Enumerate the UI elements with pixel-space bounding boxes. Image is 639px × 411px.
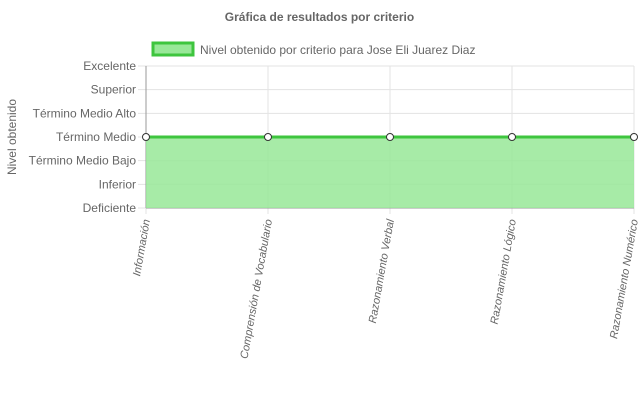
x-tick-label: Razonamiento Verbal	[367, 218, 397, 324]
x-tick-label: Información	[131, 218, 153, 277]
legend-label[interactable]: Nivel obtenido por criterio para Jose El…	[200, 43, 475, 57]
data-point[interactable]	[142, 133, 150, 141]
chart-title: Gráfica de resultados por criterio	[225, 10, 414, 24]
data-point[interactable]	[386, 133, 394, 141]
y-tick-label: Inferior	[99, 177, 136, 191]
y-tick-label: Término Medio Alto	[33, 106, 137, 120]
x-tick-label: Razonamiento Lógico	[489, 218, 519, 325]
x-axis-ticks: Información Comprensión de Vocabulario Raz…	[131, 218, 639, 360]
data-point[interactable]	[630, 133, 638, 141]
series-points[interactable]	[142, 133, 638, 141]
y-tick-label: Superior	[91, 83, 136, 97]
series-area	[146, 135, 634, 208]
series-area-fill	[146, 137, 634, 208]
y-axis-ticks: Deficiente Inferior Término Medio Bajo Térm…	[29, 59, 137, 215]
y-tick-label: Término Medio	[56, 130, 136, 144]
y-tick-label: Término Medio Bajo	[29, 154, 137, 168]
legend-swatch[interactable]	[151, 41, 195, 57]
data-point[interactable]	[508, 133, 516, 141]
x-tick-label: Razonamiento Numérico	[608, 218, 639, 339]
y-tick-label: Excelente	[83, 59, 136, 73]
data-point[interactable]	[264, 133, 272, 141]
x-tick-label: Comprensión de Vocabulario	[239, 218, 275, 359]
legend[interactable]: Nivel obtenido por criterio para Jose El…	[151, 41, 475, 57]
y-axis-label: Nivel obtenido	[5, 99, 19, 175]
y-tick-label: Deficiente	[83, 201, 137, 215]
